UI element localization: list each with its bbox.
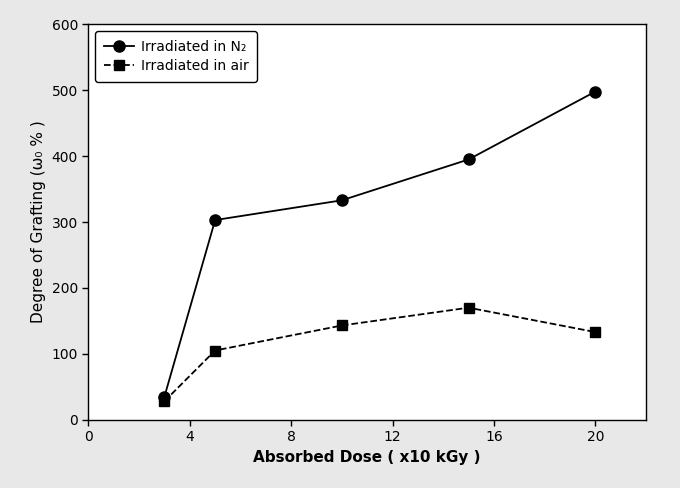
Irradiated in N₂	[591, 89, 599, 95]
Legend: Irradiated in N₂, Irradiated in air: Irradiated in N₂, Irradiated in air	[95, 31, 257, 81]
Irradiated in N₂	[160, 394, 169, 400]
Irradiated in N₂	[211, 217, 219, 223]
X-axis label: Absorbed Dose ( x10 kGy ): Absorbed Dose ( x10 kGy )	[254, 449, 481, 465]
Line: Irradiated in air: Irradiated in air	[160, 303, 600, 406]
Irradiated in air	[211, 347, 219, 353]
Irradiated in air	[464, 305, 473, 310]
Irradiated in air	[591, 329, 599, 335]
Irradiated in air	[338, 323, 346, 328]
Y-axis label: Degree of Grafting (ω₀ % ): Degree of Grafting (ω₀ % )	[31, 121, 46, 324]
Irradiated in N₂	[338, 197, 346, 203]
Irradiated in N₂	[464, 157, 473, 163]
Line: Irradiated in N₂: Irradiated in N₂	[159, 86, 601, 402]
Irradiated in air	[160, 398, 169, 404]
